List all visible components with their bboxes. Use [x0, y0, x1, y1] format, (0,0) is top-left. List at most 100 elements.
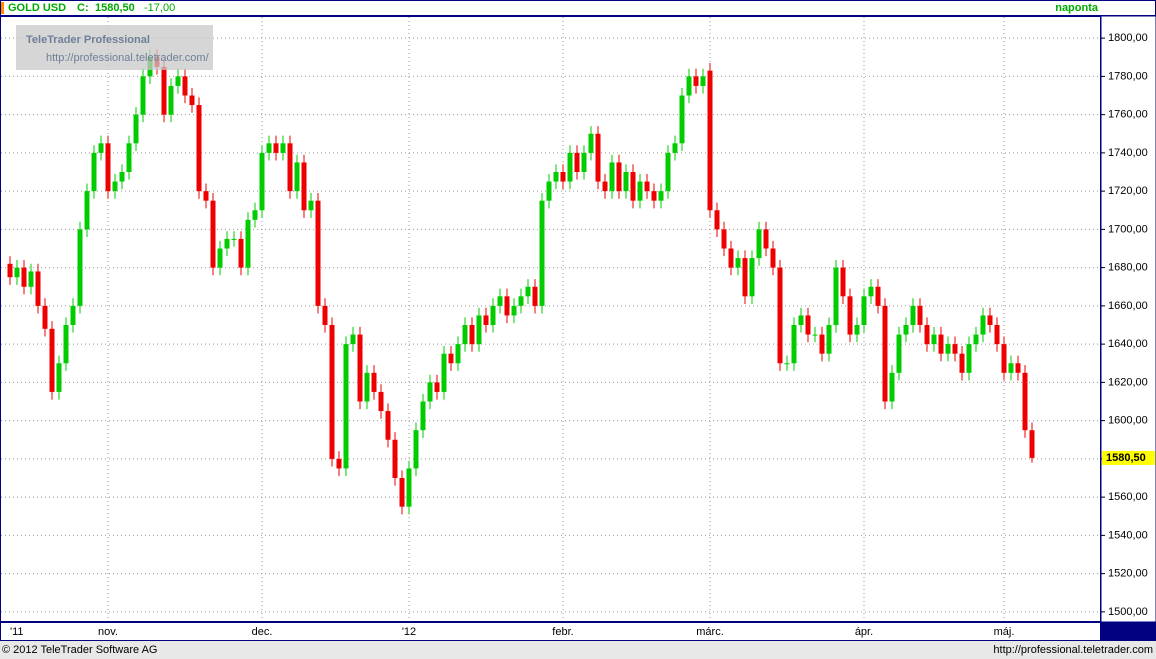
candle-body: [994, 325, 1000, 345]
candle-body: [329, 325, 335, 459]
candle-body: [840, 267, 846, 297]
candle-body: [280, 143, 286, 153]
candle-body: [679, 95, 685, 144]
candle-body: [686, 76, 692, 96]
candle-body: [336, 458, 342, 469]
candle-body: [490, 305, 496, 325]
candle-body: [301, 162, 307, 211]
candle-body: [364, 372, 370, 402]
candle-body: [126, 143, 132, 172]
candle-body: [322, 305, 328, 325]
candle-body: [945, 344, 951, 354]
candle-body: [973, 334, 979, 345]
y-axis-area: [1100, 15, 1156, 623]
candle-body: [42, 305, 48, 329]
candle-body: [105, 143, 111, 192]
candle-body: [7, 263, 13, 278]
candle-body: [931, 334, 937, 345]
candle-body: [77, 229, 83, 306]
candle-body: [567, 152, 573, 182]
candle-body: [469, 325, 475, 345]
candle-body: [784, 363, 790, 365]
candle-body: [658, 191, 664, 201]
footer-bar: [0, 641, 1156, 659]
y-tick-label: 1520,00: [1108, 568, 1148, 580]
candle-body: [140, 76, 146, 115]
candle-body: [700, 76, 706, 86]
y-tick-label: 1600,00: [1108, 415, 1148, 427]
candle-body: [119, 172, 125, 182]
watermark-box: [16, 25, 213, 70]
candle-body: [406, 468, 412, 507]
last-price-box: [1102, 450, 1155, 465]
plot-area: [0, 16, 1101, 622]
corner: [1101, 622, 1156, 641]
x-tick-label: '11: [10, 626, 24, 638]
candle-body: [259, 152, 265, 211]
candle-body: [196, 105, 202, 192]
y-tick-label: 1780,00: [1108, 70, 1148, 82]
x-tick-label: '12: [402, 626, 416, 638]
candle-body: [217, 248, 223, 268]
candle-body: [476, 315, 482, 345]
candle-body: [413, 430, 419, 469]
candle-body: [574, 152, 580, 172]
candle-body: [294, 162, 300, 192]
candle-body: [161, 66, 167, 115]
candle-body: [91, 152, 97, 192]
candle-body: [455, 344, 461, 364]
x-tick-label: márc.: [696, 626, 724, 638]
candle-body: [644, 181, 650, 192]
candle-body: [539, 200, 545, 306]
x-axis-area: [0, 622, 1101, 641]
candle-body: [742, 258, 748, 297]
candle-body: [721, 229, 727, 249]
y-tick-label: 1560,00: [1108, 491, 1148, 503]
candle-body: [175, 76, 181, 86]
candle-body: [252, 210, 258, 220]
candle-body: [182, 76, 188, 96]
candle-body: [553, 172, 559, 182]
candle-body: [56, 363, 62, 392]
candle-body: [504, 296, 510, 316]
candle-body: [427, 382, 433, 402]
candle-body: [854, 325, 860, 335]
candle-body: [1008, 363, 1014, 373]
copyright: © 2012 TeleTrader Software AG: [2, 644, 157, 656]
candle-body: [21, 267, 27, 287]
candle-body: [707, 70, 713, 211]
candle-body: [756, 229, 762, 259]
candle-body: [546, 181, 552, 201]
candle-body: [861, 296, 867, 325]
y-tick-label: 1740,00: [1108, 147, 1148, 159]
candle-body: [98, 143, 104, 153]
candle-body: [84, 191, 90, 230]
y-tick-label: 1720,00: [1108, 185, 1148, 197]
candle-body: [385, 411, 391, 440]
candle-body: [168, 85, 174, 115]
candle-body: [980, 315, 986, 335]
change: -17,00: [144, 2, 175, 14]
close-label: C:: [77, 2, 89, 14]
candle-body: [875, 286, 881, 306]
candle-body: [133, 114, 139, 144]
candle-body: [763, 229, 769, 249]
x-tick-label: nov.: [98, 626, 118, 638]
candle-body: [189, 95, 195, 106]
last-price-label: 1580,50: [1106, 452, 1146, 464]
candle-body: [448, 353, 454, 364]
candle-body: [924, 325, 930, 345]
y-tick-label: 1540,00: [1108, 529, 1148, 541]
candle-body: [819, 334, 825, 354]
candle-body: [889, 372, 895, 402]
candle-body: [1001, 344, 1007, 373]
candle-body: [343, 344, 349, 469]
y-tick-label: 1760,00: [1108, 109, 1148, 121]
candle-body: [672, 143, 678, 153]
candle-body: [308, 200, 314, 211]
y-tick-label: 1640,00: [1108, 338, 1148, 350]
x-tick-label: ápr.: [855, 626, 873, 638]
candle-body: [525, 286, 531, 297]
candle-body: [1022, 372, 1028, 431]
